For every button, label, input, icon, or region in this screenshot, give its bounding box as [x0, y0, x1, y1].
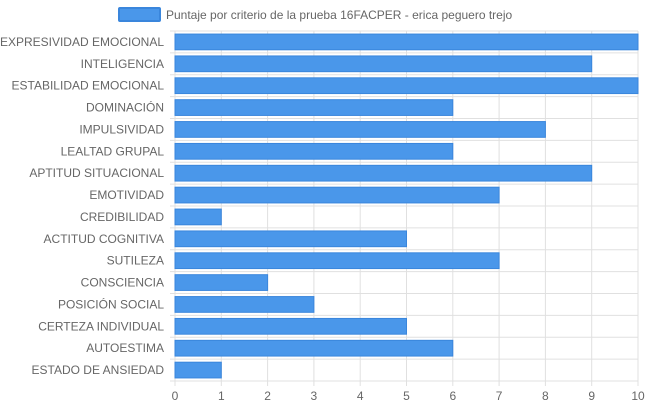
- category-label: ESTABILIDAD EMOCIONAL: [12, 79, 165, 93]
- category-label: POSICIÓN SOCIAL: [58, 296, 164, 311]
- x-tick-label: 2: [264, 389, 271, 403]
- category-label: CREDIBILIDAD: [80, 210, 164, 224]
- category-label: AUTOESTIMA: [86, 341, 164, 355]
- bar[interactable]: [174, 33, 639, 51]
- category-label: DOMINACIÓN: [86, 100, 164, 115]
- bar[interactable]: [174, 77, 639, 95]
- x-tick-label: 0: [172, 389, 179, 403]
- bar[interactable]: [174, 99, 454, 116]
- x-tick-label: 4: [357, 389, 364, 403]
- bars: [174, 33, 639, 379]
- category-label: CONSCIENCIA: [81, 276, 164, 290]
- x-tick-label: 9: [588, 389, 595, 403]
- bar[interactable]: [174, 55, 593, 73]
- category-label: SUTILEZA: [107, 254, 164, 268]
- category-label: ESTADO DE ANSIEDAD: [32, 363, 165, 377]
- bar[interactable]: [174, 252, 500, 270]
- category-label: IMPULSIVIDAD: [79, 122, 164, 136]
- category-label: CERTEZA INDIVIDUAL: [38, 319, 164, 333]
- category-label: EXPRESIVIDAD EMOCIONAL: [0, 35, 164, 49]
- bar[interactable]: [174, 186, 500, 204]
- bar[interactable]: [174, 361, 222, 379]
- x-tick-label: 3: [311, 389, 318, 403]
- bar[interactable]: [174, 121, 546, 138]
- legend-label: Puntaje por criterio de la prueba 16FACP…: [166, 8, 513, 22]
- x-tick-label: 10: [631, 389, 645, 403]
- bar[interactable]: [174, 317, 407, 335]
- x-tick-label: 6: [449, 389, 456, 403]
- category-label: LEALTAD GRUPAL: [61, 144, 165, 158]
- bar[interactable]: [174, 230, 407, 248]
- x-tick-label: 8: [542, 389, 549, 403]
- bar[interactable]: [174, 274, 269, 291]
- x-axis-tick-labels: 0 1 2 3 4 5 6 7 8 9 10: [172, 389, 645, 403]
- x-tick-label: 5: [403, 389, 410, 403]
- bar[interactable]: [174, 296, 315, 313]
- bar[interactable]: [174, 339, 454, 357]
- category-label: INTELIGENCIA: [81, 57, 164, 71]
- x-tick-label: 7: [496, 389, 503, 403]
- legend-swatch: [118, 7, 161, 22]
- category-label: APTITUD SITUACIONAL: [29, 166, 164, 180]
- bar[interactable]: [174, 208, 222, 226]
- legend[interactable]: Puntaje por criterio de la prueba 16FACP…: [118, 7, 513, 22]
- x-tick-label: 1: [218, 389, 225, 403]
- category-labels: EXPRESIVIDAD EMOCIONAL INTELIGENCIA ESTABI…: [0, 35, 164, 377]
- category-label: ACTITUD COGNITIVA: [44, 232, 164, 246]
- category-label: EMOTIVIDAD: [89, 188, 164, 202]
- bar[interactable]: [174, 164, 593, 182]
- bar[interactable]: [174, 142, 454, 160]
